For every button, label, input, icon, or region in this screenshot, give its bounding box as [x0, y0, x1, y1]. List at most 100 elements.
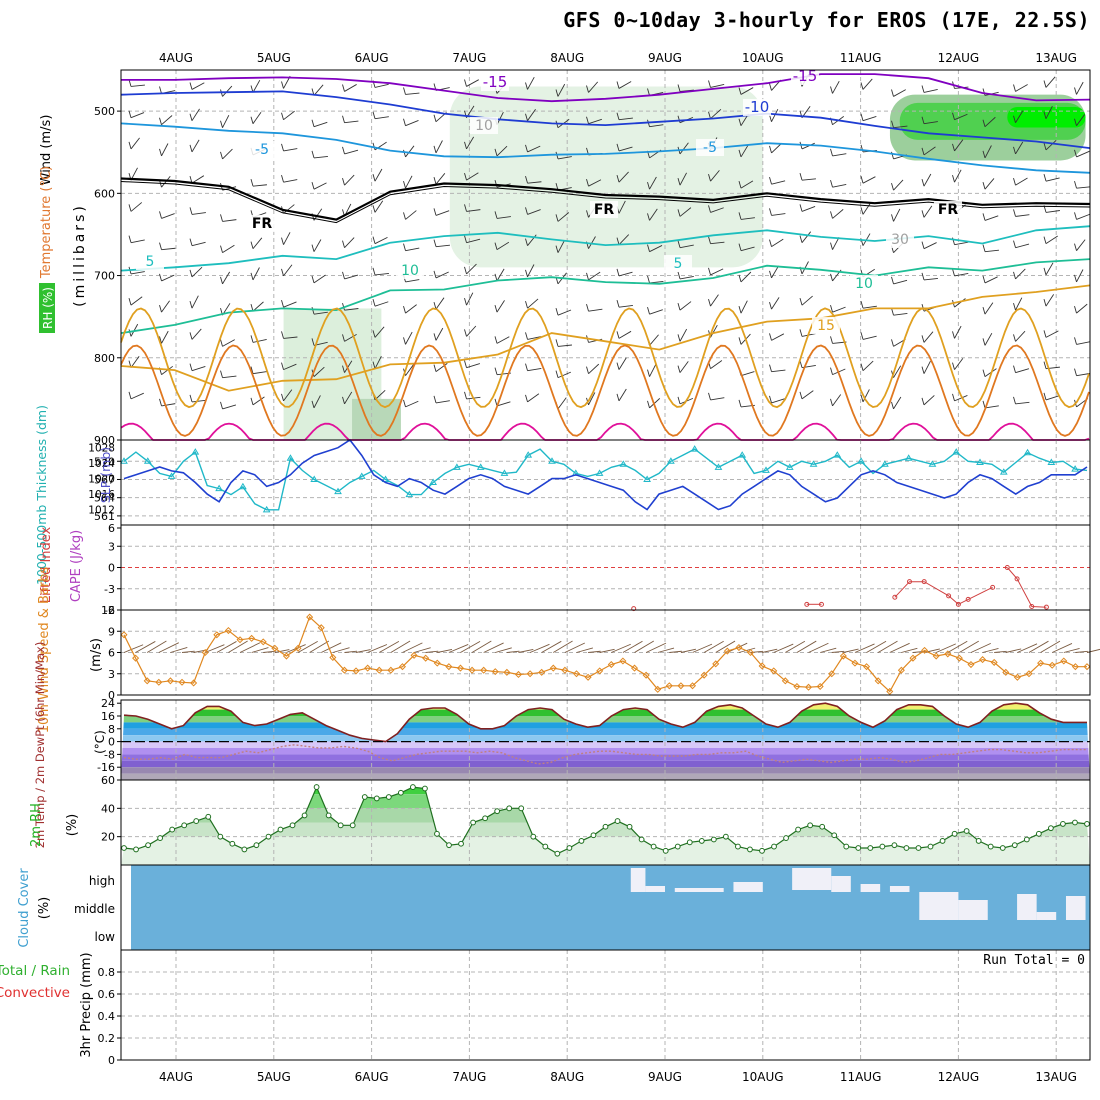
y-tick-label: 0 — [108, 1054, 115, 1067]
wind-barb — [984, 332, 993, 346]
rh-point — [157, 835, 164, 841]
bottom-day-label: 6AUG — [355, 1070, 389, 1084]
rh-point — [205, 813, 212, 820]
wind-barb — [252, 301, 264, 312]
wind-speed-point — [491, 668, 499, 676]
wind-barb — [1045, 262, 1054, 276]
y-tick-label: 24 — [101, 697, 115, 710]
rh-point — [542, 843, 549, 850]
wind-barb-flag — [189, 207, 193, 215]
surface-wind-barb — [1063, 648, 1080, 653]
wind-barb — [222, 244, 235, 254]
y-tick-label: 0.6 — [98, 988, 116, 1001]
wind-barb-flag — [982, 369, 986, 377]
thickness-point — [857, 457, 865, 464]
lifted-index-point — [804, 601, 810, 607]
series-dewpoint — [123, 744, 1087, 765]
wind-barb — [527, 393, 540, 403]
top-day-label: 9AUG — [648, 51, 682, 65]
run-total-annotation: Run Total = 0 — [983, 953, 1085, 968]
temp-band — [121, 728, 1090, 736]
wind-barb — [618, 330, 632, 339]
wind-speed-point — [735, 644, 743, 652]
wind-barb-flag — [372, 361, 376, 369]
series-lifted-index-2 — [894, 581, 993, 605]
wind-barb — [1015, 84, 1028, 92]
surface-wind-barb — [483, 642, 504, 653]
lifted-index-point — [990, 584, 996, 590]
top-day-label: 13AUG — [1035, 51, 1077, 65]
wind-barb-flag — [860, 207, 864, 215]
wind-barb — [313, 155, 328, 159]
surface-wind-barb — [553, 640, 573, 653]
wind-barb-flag — [555, 370, 559, 378]
wind-barb — [588, 308, 603, 312]
cloud-gap — [958, 900, 988, 920]
thickness-point — [714, 463, 723, 470]
wind-barb — [405, 120, 419, 127]
wind-barb — [191, 241, 206, 247]
surface-wind-barb — [448, 643, 469, 653]
wind-speed-point — [271, 644, 279, 652]
y-tick-label: 561 — [94, 510, 115, 523]
wind-barb-flag — [769, 239, 772, 247]
thickness-point — [476, 463, 485, 470]
y-tick-label: -6 — [104, 604, 115, 617]
thickness-point — [453, 463, 461, 470]
surface-wind-barb — [205, 644, 225, 653]
wind-barb-flag — [738, 274, 742, 283]
wind-barb-flag — [616, 112, 620, 120]
rh-point — [1072, 819, 1078, 826]
wind-barb — [252, 111, 262, 124]
wind-barb — [740, 144, 749, 158]
series-thickness — [123, 448, 1088, 511]
rh-band — [121, 794, 1090, 809]
wind-barb-flag — [1074, 337, 1077, 345]
time-axes: 4AUG 4AUG 5AUG 5AUG 6AUG 6AUG 7AUG 7AUG 8AUG 8AUG… — [159, 51, 1077, 1084]
rh-point — [482, 815, 489, 822]
contour-label: 10 — [401, 263, 419, 279]
wind-barb-flag — [738, 87, 742, 95]
rh-point — [229, 840, 236, 847]
wind-barb-flag — [769, 145, 772, 154]
y-tick-label: -16 — [97, 761, 115, 774]
y-tick-label: 0 — [108, 736, 115, 749]
bottom-day-label: 8AUG — [550, 1070, 584, 1084]
wind-barb-flag — [433, 208, 437, 216]
wind-speed-point — [874, 677, 882, 685]
ylabel-precip-convective: Convective — [0, 985, 70, 1001]
rh-point — [674, 843, 681, 850]
rh-point — [891, 842, 898, 849]
wind-barb-flag — [189, 269, 193, 278]
wind-barb — [374, 326, 385, 338]
wind-barb-flag — [525, 82, 528, 90]
wind-barb — [130, 239, 145, 244]
surface-wind-barb — [715, 640, 736, 653]
wind-speed-point — [433, 659, 441, 667]
wind-speed-point — [723, 647, 731, 655]
wind-speed-point — [387, 666, 395, 674]
rh-point — [530, 833, 537, 840]
surface-wind-barb — [471, 640, 492, 653]
wind-barb — [252, 267, 260, 281]
wind-barb — [984, 145, 992, 159]
rh-point — [843, 843, 850, 850]
wind-barb-flag — [525, 207, 528, 215]
contour-label-bg — [812, 317, 840, 334]
wind-barb-flag — [982, 307, 986, 315]
wind-barb-flag — [159, 305, 162, 313]
y-tick-label: 0 — [108, 562, 115, 575]
surface-wind-barb — [588, 650, 601, 653]
wind-barb — [130, 112, 145, 119]
isotherm-lowlevel-1 — [120, 344, 1090, 437]
rh-point — [301, 812, 308, 819]
wind-barb-flag — [281, 237, 284, 245]
rh-point — [566, 845, 573, 851]
wind-barb — [191, 365, 206, 372]
wind-barb-flag — [281, 143, 284, 152]
rh-point — [1060, 821, 1066, 827]
wind-barb-flag — [738, 243, 742, 251]
series-wind-speed — [123, 616, 1087, 693]
wind-barb — [710, 294, 719, 307]
wind-barb — [893, 208, 901, 222]
